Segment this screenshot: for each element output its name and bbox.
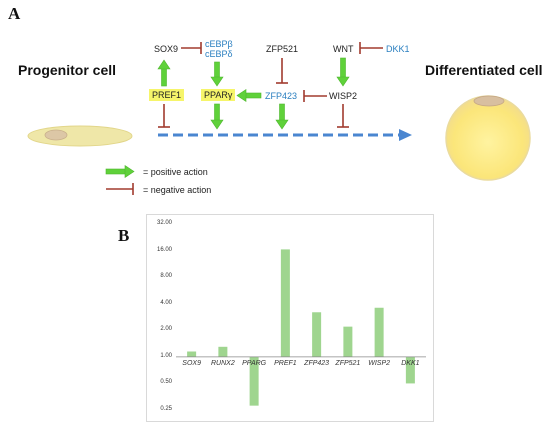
- bar-runx2: [218, 346, 228, 357]
- x-tick-label: SOX9: [182, 359, 201, 367]
- gene-pparg: PPARγ: [201, 89, 236, 101]
- gene-pref1: PREF1: [149, 89, 185, 101]
- positive-arrows: [105, 57, 350, 179]
- arrow-zfp423-to-pparg: [236, 88, 262, 103]
- progression-arrow: [158, 129, 412, 141]
- x-tick-label: WISP2: [368, 359, 391, 367]
- y-tick-label: 4.00: [160, 299, 172, 306]
- panel-a-letter: A: [8, 4, 21, 23]
- gene-wisp2: WISP2: [329, 91, 358, 101]
- bar-wisp2: [374, 307, 384, 357]
- bar-sox9: [187, 351, 197, 357]
- gene-zfp521: ZFP521: [266, 44, 299, 54]
- inhibit-dkk1-to-wnt: [359, 42, 383, 54]
- chart-frame: [146, 214, 434, 422]
- bar-pparg: [249, 356, 259, 406]
- y-tick-label: 8.00: [160, 273, 172, 280]
- x-tick-label: RUNX2: [211, 359, 235, 367]
- progenitor-cell-shape: [27, 125, 133, 147]
- pathway-diagram: [27, 42, 531, 195]
- arrow-pparg-to-progression: [210, 103, 224, 130]
- inhibit-sox9-to-cebp: [181, 42, 202, 54]
- legend-negative-arrow: [106, 183, 134, 195]
- arrow-zfp423-to-progression: [275, 103, 289, 130]
- y-tick-label: 0.50: [160, 379, 172, 386]
- arrow-pref1-to-sox9: [157, 59, 171, 87]
- arrow-wnt-to-wisp2: [336, 57, 350, 87]
- arrow-cebp-to-pparg: [210, 61, 224, 87]
- differentiated-cell-label: Differentiated cell: [425, 62, 543, 78]
- y-tick-label: 32.00: [156, 220, 172, 226]
- bar-pref1: [280, 249, 290, 357]
- legend-positive-text: = positive action: [143, 167, 208, 177]
- progenitor-cell-label: Progenitor cell: [18, 62, 117, 78]
- y-tick-label: 0.25: [160, 406, 172, 412]
- inhibit-wisp2-to-zfp423: [303, 90, 327, 102]
- gene-cebp-delta: cEBPδ: [205, 49, 233, 59]
- gene-zfp423: ZFP423: [265, 91, 298, 101]
- x-tick-label: PREF1: [274, 359, 297, 367]
- x-tick-label: ZFP521: [335, 359, 361, 367]
- x-tick-label: ZFP423: [304, 359, 330, 367]
- x-tick-label: DKK1: [401, 359, 420, 367]
- bar-zfp521: [343, 326, 353, 357]
- legend-positive-arrow: [105, 164, 135, 179]
- gene-cebp-beta: cEBPβ: [205, 39, 233, 49]
- differentiated-cell-shape: [445, 95, 531, 181]
- inhibit-wisp2-to-progression: [337, 104, 349, 128]
- panel-b-letter: B: [118, 226, 130, 245]
- inhibit-pref1-to-progression: [158, 104, 170, 128]
- inhibit-zfp521-to-zfp423: [276, 58, 288, 84]
- bar-zfp423: [312, 312, 322, 357]
- negative-arrows: [106, 42, 383, 195]
- y-tick-label: 2.00: [160, 326, 172, 333]
- legend-negative-text: = negative action: [143, 185, 212, 195]
- gene-wnt: WNT: [333, 44, 354, 54]
- y-tick-label: 16.00: [156, 246, 172, 253]
- bar-dkk1: [405, 356, 415, 384]
- gene-dkk1: DKK1: [386, 44, 410, 54]
- y-tick-label: 1.00: [160, 352, 172, 359]
- x-tick-label: PPARG: [242, 359, 267, 367]
- gene-sox9: SOX9: [154, 44, 179, 54]
